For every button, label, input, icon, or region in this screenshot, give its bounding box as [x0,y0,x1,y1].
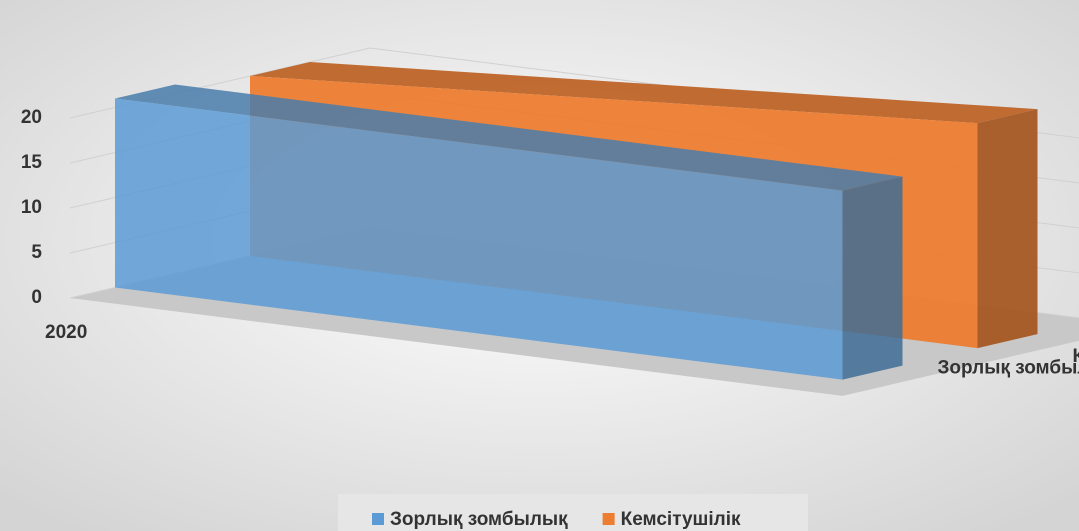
area-top [115,84,903,191]
y-tick-label: 5 [31,242,42,263]
area-side [977,109,1038,349]
series-axis-label: Кемсітушілік [1073,346,1079,367]
area-top [250,62,1038,124]
x-tick-label: 2020 [45,322,87,343]
legend-box [338,494,808,531]
y-tick-label: 20 [21,107,42,128]
series-axis-label: Зорлық зомбылық [938,357,1079,378]
y-tick-label: 0 [31,287,42,308]
legend-swatch [602,513,615,525]
area-front [115,98,843,380]
y-tick-label: 10 [21,197,42,218]
legend-swatch [372,513,384,525]
y-tick-label: 15 [21,152,43,173]
area-side [842,176,903,380]
legend-label: Кемсітушілік [621,509,741,530]
legend-label: Зорлық зомбылық [390,509,568,530]
